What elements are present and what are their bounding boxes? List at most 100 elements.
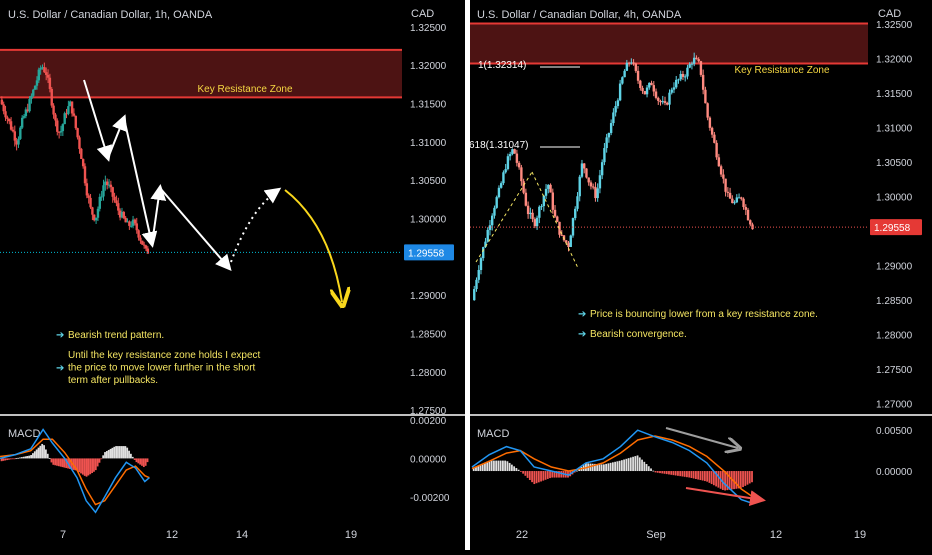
right-candle-body bbox=[542, 195, 546, 207]
right-candle-body bbox=[499, 183, 503, 188]
left-candle-body bbox=[130, 225, 133, 227]
right-candle-body bbox=[490, 215, 494, 226]
left-macd-histogram-bar bbox=[128, 450, 130, 459]
left-candle-body bbox=[63, 113, 66, 125]
right-macd-histogram-bar bbox=[477, 465, 480, 472]
left-macd-histogram-bar bbox=[11, 458, 14, 460]
right-macd-histogram-bar bbox=[712, 471, 715, 486]
left-macd-histogram-bar bbox=[117, 446, 119, 459]
right-candle-body bbox=[675, 79, 678, 88]
right-macd-histogram-bar bbox=[472, 467, 475, 472]
left-candle-body bbox=[41, 67, 44, 69]
left-zone-label: Key Resistance Zone bbox=[197, 84, 292, 95]
right-macd-histogram-bar bbox=[623, 459, 625, 472]
right-candle-body bbox=[731, 198, 734, 204]
right-candle-body bbox=[657, 97, 660, 101]
left-candle-body bbox=[74, 115, 77, 129]
right-candle-body bbox=[578, 176, 581, 197]
left-chart-panel[interactable]: Key Resistance Zone ➔ Bearish trend patt… bbox=[0, 8, 466, 541]
left-macd-histogram-bar bbox=[85, 458, 88, 477]
left-candle-body bbox=[76, 128, 79, 138]
right-macd-pane bbox=[471, 429, 754, 505]
right-candle-body bbox=[511, 149, 514, 155]
left-candle-body bbox=[0, 99, 4, 105]
left-macd-histogram-bar bbox=[126, 447, 129, 459]
left-candle-body bbox=[52, 105, 55, 115]
left-candle-body bbox=[117, 203, 120, 211]
left-macd-histogram-bar bbox=[142, 458, 145, 468]
left-candle-body bbox=[22, 116, 26, 118]
left-macd-pane bbox=[0, 428, 150, 514]
right-chart-panel[interactable]: Key Resistance Zone 1(1.32314) 618(1.310… bbox=[469, 8, 932, 541]
right-macd-histogram-bar bbox=[672, 471, 675, 476]
right-candle-body bbox=[504, 169, 507, 173]
left-macd-histogram-bar bbox=[28, 455, 31, 459]
left-note-2-line: the price to move lower further in the s… bbox=[68, 363, 256, 374]
left-macd-histogram-bar bbox=[22, 456, 25, 459]
right-candle-body bbox=[497, 187, 501, 198]
left-time-tick: 12 bbox=[166, 529, 178, 541]
left-candle-body bbox=[93, 214, 96, 221]
right-macd-histogram-bar bbox=[746, 471, 749, 485]
left-price-axis[interactable]: 1.32500 1.32000 1.31500 1.31000 1.30500 1.300… bbox=[410, 23, 447, 417]
pattern-arrow-1 bbox=[83, 79, 113, 162]
right-time-axis[interactable]: 22 Sep 12 19 bbox=[516, 529, 866, 541]
right-macd-histogram-bar bbox=[576, 470, 578, 472]
left-candle-body bbox=[135, 223, 138, 231]
left-macd-histogram-bar bbox=[120, 446, 123, 459]
right-macd-histogram-bar bbox=[650, 468, 652, 472]
left-price-tick: 1.28500 bbox=[410, 330, 447, 341]
right-candle-body bbox=[701, 74, 705, 90]
left-macd-histogram-bar bbox=[61, 458, 64, 468]
right-macd-histogram-bar bbox=[510, 464, 513, 472]
right-candle-body bbox=[591, 186, 595, 188]
left-candle-body bbox=[24, 109, 28, 117]
left-macd-histogram-bar bbox=[56, 458, 58, 466]
right-macd-histogram-bar bbox=[522, 471, 524, 474]
right-macd-histogram-bar bbox=[726, 471, 729, 491]
right-price-tick: 1.27000 bbox=[876, 400, 913, 411]
right-candle-body bbox=[710, 127, 714, 135]
right-macd-histogram-bar bbox=[560, 471, 563, 478]
right-macd-histogram-bar bbox=[524, 471, 527, 476]
right-macd-histogram-bar bbox=[686, 471, 688, 478]
right-candle-body bbox=[688, 64, 691, 68]
right-macd-histogram-bar bbox=[681, 471, 684, 477]
left-time-axis[interactable]: 7 12 14 19 bbox=[60, 529, 357, 541]
left-price-tick: 1.31500 bbox=[410, 100, 447, 111]
right-candle-body bbox=[742, 198, 745, 208]
left-macd-histogram-bar bbox=[20, 457, 23, 459]
left-macd-histogram-bar bbox=[46, 453, 49, 459]
left-candle-body bbox=[70, 101, 74, 114]
right-candle-body bbox=[594, 187, 597, 199]
right-candle-body bbox=[706, 103, 709, 118]
left-macd-label: MACD bbox=[8, 428, 40, 440]
left-macd-histogram-bar bbox=[37, 447, 40, 459]
right-candle-body bbox=[551, 192, 554, 210]
right-candle-body bbox=[616, 100, 620, 107]
left-candle-body bbox=[141, 240, 144, 245]
right-macd-histogram-bar bbox=[715, 471, 718, 487]
right-candle-body bbox=[746, 209, 750, 221]
right-price-tick: 1.28000 bbox=[876, 331, 913, 342]
right-current-price-badge bbox=[870, 219, 922, 236]
right-macd-histogram-bar bbox=[605, 463, 608, 472]
left-macd-histogram-bar bbox=[9, 458, 12, 460]
right-macd-histogram-bar bbox=[544, 471, 547, 480]
right-macd-histogram-bar bbox=[517, 469, 520, 472]
left-candle-body bbox=[50, 88, 53, 106]
left-candle-body bbox=[139, 237, 142, 241]
left-macd-tick: 0.00000 bbox=[410, 454, 447, 465]
right-candle-body bbox=[596, 188, 599, 199]
right-candle-body bbox=[556, 216, 559, 222]
right-price-tick: 1.32000 bbox=[876, 55, 913, 66]
right-candle-body bbox=[482, 247, 485, 259]
left-candle-body bbox=[61, 124, 65, 132]
right-candle-body bbox=[634, 63, 638, 71]
right-price-axis[interactable]: 1.32500 1.32000 1.31500 1.31000 1.30500 1.300… bbox=[876, 20, 913, 411]
left-note-2: Until the key resistance zone holds I ex… bbox=[68, 350, 261, 386]
left-macd-histogram-bar bbox=[113, 446, 116, 459]
left-current-price-badge bbox=[404, 244, 454, 261]
right-candle-body bbox=[636, 70, 640, 81]
left-candle-body bbox=[133, 219, 137, 224]
